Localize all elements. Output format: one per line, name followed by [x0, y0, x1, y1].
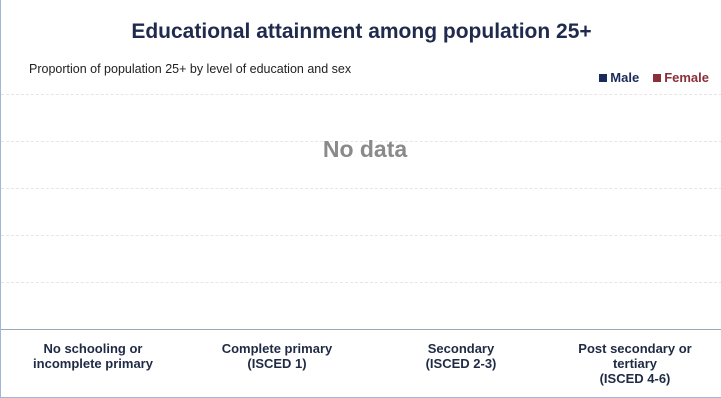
x-tick-label-secondary: Secondary (ISCED 2-3) — [425, 341, 497, 371]
legend-item-female[interactable]: Female — [653, 70, 709, 85]
legend-item-male[interactable]: Male — [599, 70, 639, 85]
x-axis-line — [1, 329, 721, 330]
gridline — [1, 94, 721, 95]
x-tick-label-complete-primary: Complete primary (ISCED 1) — [221, 341, 333, 371]
legend-label-female: Female — [664, 70, 709, 85]
legend: Male Female — [599, 70, 709, 85]
x-tick-label-no-schooling: No schooling or incomplete primary — [33, 341, 153, 371]
legend-swatch-male — [599, 73, 608, 82]
legend-label-male: Male — [610, 70, 640, 85]
no-data-message: No data — [322, 136, 408, 162]
gridline — [1, 282, 721, 283]
gridline — [1, 141, 721, 142]
gridline — [1, 235, 721, 236]
legend-swatch-female — [653, 73, 662, 82]
chart-subtitle: Proportion of population 25+ by level of… — [29, 62, 352, 76]
gridline — [1, 188, 721, 189]
x-tick-label-post-secondary: Post secondary or tertiary (ISCED 4-6) — [578, 341, 692, 386]
chart-title: Educational attainment among population … — [131, 20, 592, 43]
